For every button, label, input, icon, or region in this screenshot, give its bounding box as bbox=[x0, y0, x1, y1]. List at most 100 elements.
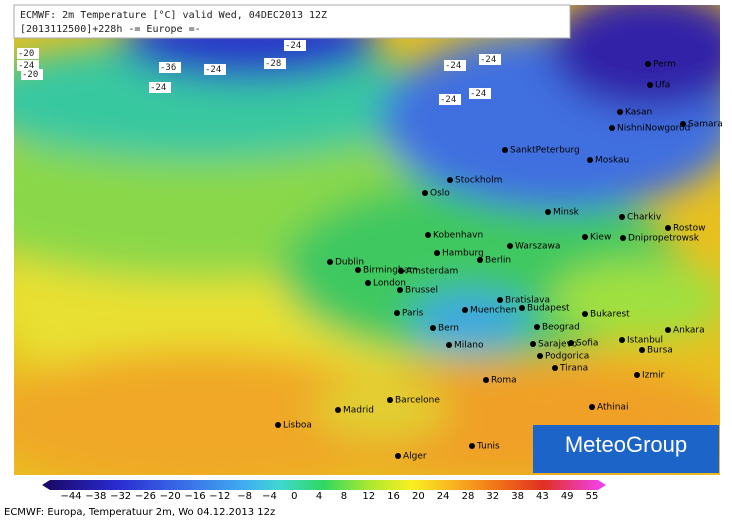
colorbar-tick-label: −32 bbox=[110, 491, 131, 502]
city-dot bbox=[680, 121, 686, 127]
city-dot bbox=[665, 327, 671, 333]
colorbar-tick-label: −26 bbox=[135, 491, 156, 502]
city-label: Birmingham bbox=[363, 266, 418, 276]
colorbar-tick-label: −12 bbox=[209, 491, 230, 502]
contour-label: -24 bbox=[470, 89, 486, 99]
city-dot bbox=[365, 280, 371, 286]
city-label: Roma bbox=[491, 376, 517, 386]
contour-label: -24 bbox=[205, 65, 221, 75]
header-box bbox=[13, 4, 571, 39]
city-dot bbox=[497, 297, 503, 303]
colorbar-tick-label: −4 bbox=[262, 491, 277, 502]
contour-label-box bbox=[469, 88, 491, 99]
city-label: Kiew bbox=[590, 233, 611, 243]
colorbar-tick-label: 38 bbox=[511, 491, 524, 502]
city-dot bbox=[639, 347, 645, 353]
city-dot bbox=[619, 214, 625, 220]
colorbar-tick-label: 16 bbox=[387, 491, 400, 502]
city-label: Berlin bbox=[485, 256, 511, 266]
colorbar-tick-label: −16 bbox=[184, 491, 205, 502]
city-dot bbox=[634, 372, 640, 378]
city-label: Paris bbox=[402, 309, 424, 319]
contour-label-box bbox=[439, 94, 461, 105]
city-label: Sofia bbox=[576, 339, 598, 349]
city-label: Hamburg bbox=[442, 249, 484, 259]
city-dot bbox=[335, 407, 341, 413]
colorbar-tick-label: −38 bbox=[85, 491, 106, 502]
contour-label-box bbox=[264, 58, 286, 69]
contour-label: -24 bbox=[445, 61, 461, 71]
colorbar-tick-label: −8 bbox=[237, 491, 252, 502]
city-dot bbox=[469, 443, 475, 449]
city-label: Bursa bbox=[647, 346, 673, 356]
city-dot bbox=[519, 305, 525, 311]
city-dot bbox=[537, 353, 543, 359]
city-label: Dublin bbox=[335, 258, 364, 268]
colorbar-tick-label: 55 bbox=[586, 491, 599, 502]
city-dot bbox=[530, 341, 536, 347]
city-label: Alger bbox=[403, 452, 427, 462]
colorbar-tick-label: 20 bbox=[412, 491, 425, 502]
colorbar-tick-label: 32 bbox=[486, 491, 499, 502]
city-label: Rostow bbox=[673, 224, 705, 234]
contour-label-box bbox=[17, 60, 39, 71]
city-dot bbox=[394, 310, 400, 316]
contour-label: -28 bbox=[265, 59, 281, 69]
city-dot bbox=[483, 377, 489, 383]
city-dot bbox=[587, 157, 593, 163]
city-label: Samara bbox=[688, 120, 723, 130]
colorbar-tick-label: 43 bbox=[536, 491, 549, 502]
city-dot bbox=[545, 209, 551, 215]
city-dot bbox=[534, 324, 540, 330]
city-label: Athinai bbox=[597, 403, 628, 413]
city-label: Podgorica bbox=[545, 352, 589, 362]
city-label: Oslo bbox=[430, 189, 450, 199]
city-label: Dnipropetrowsk bbox=[628, 234, 700, 244]
city-label: Muenchen bbox=[470, 306, 517, 316]
colorbar-tick-label: 0 bbox=[291, 491, 297, 502]
city-label: Minsk bbox=[553, 208, 580, 218]
contour-label: -20 bbox=[22, 70, 38, 80]
city-label: Istanbul bbox=[627, 336, 663, 346]
colorbar-ticks: −44 −38 −32 −26 −20 −16 −12 −8 −4 0 4 8 12 16 20 24 28 32… bbox=[60, 491, 598, 502]
city-label: Moskau bbox=[595, 156, 629, 166]
city-label: Budapest bbox=[527, 304, 570, 314]
colorbar-tick-label: 49 bbox=[561, 491, 574, 502]
city-label: NishniNowgorod bbox=[617, 124, 690, 134]
city-label: Sarajevo bbox=[538, 340, 578, 350]
contour-label: -24 bbox=[285, 41, 301, 51]
city-dot bbox=[355, 267, 361, 273]
colorbar-tick-label: 12 bbox=[362, 491, 375, 502]
header-line: [2013112500]+228h -= Europe =- bbox=[20, 24, 201, 35]
city-dot bbox=[589, 404, 595, 410]
city-label: Amsterdam bbox=[406, 267, 458, 277]
city-dot bbox=[397, 287, 403, 293]
city-dot bbox=[398, 268, 404, 274]
city-dot bbox=[462, 307, 468, 313]
city-dot bbox=[477, 257, 483, 263]
city-dot bbox=[395, 453, 401, 459]
colorbar-tick-label: −44 bbox=[60, 491, 81, 502]
contour-label-box bbox=[159, 62, 181, 73]
city-label: Bukarest bbox=[590, 310, 630, 320]
colorbar-end bbox=[42, 480, 50, 490]
contour-label-box bbox=[284, 40, 306, 51]
city-label: Kobenhavn bbox=[433, 231, 483, 241]
city-label: Charkiv bbox=[627, 213, 662, 223]
logo-box bbox=[533, 425, 719, 473]
colorbar-tick-label: 8 bbox=[341, 491, 347, 502]
city-dot bbox=[446, 342, 452, 348]
city-dot bbox=[387, 397, 393, 403]
city-label: Bern bbox=[438, 324, 459, 334]
contour-label-box bbox=[204, 64, 226, 75]
city-dot bbox=[430, 325, 436, 331]
colorbar-tick-label: −20 bbox=[160, 491, 181, 502]
colorbar-tick-label: 4 bbox=[316, 491, 322, 502]
colorbar-tick-label: 24 bbox=[437, 491, 450, 502]
city-dot bbox=[620, 235, 626, 241]
city-dot bbox=[568, 340, 574, 346]
city-dot bbox=[425, 232, 431, 238]
city-dot bbox=[647, 82, 653, 88]
contour-label: -36 bbox=[160, 63, 176, 73]
city-dot bbox=[582, 234, 588, 240]
